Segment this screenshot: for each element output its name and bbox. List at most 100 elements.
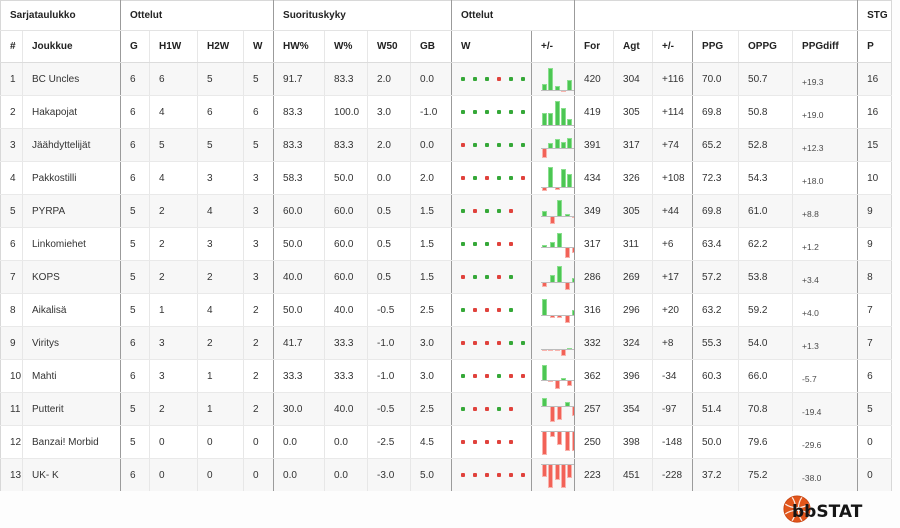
w-pct-cell: 60.0 (324, 227, 368, 261)
rank-cell: 10 (0, 359, 23, 393)
loss-dot-icon (509, 407, 514, 411)
oppg-cell: 79.6 (738, 425, 793, 459)
win-dot-icon (485, 110, 490, 114)
games-cell: 5 (120, 227, 150, 261)
win-dot-icon (461, 242, 466, 246)
margin-bar-negative (548, 348, 554, 351)
plusminus-sparkline (541, 330, 575, 359)
hw-pct-cell: 60.0 (273, 194, 325, 228)
h1w-cell: 2 (149, 260, 198, 294)
ppgdiff-cell: +4.0 (792, 293, 858, 327)
gb-cell: -1.0 (410, 95, 452, 129)
ppg-cell: 63.4 (692, 227, 739, 261)
margin-bar-negative (555, 186, 561, 190)
oppg-cell: 62.2 (738, 227, 793, 261)
loss-dot-icon (473, 407, 478, 411)
w-pct-cell: 33.3 (324, 359, 368, 393)
oppg-cell: 50.8 (738, 95, 793, 129)
sparkline-baseline (541, 463, 575, 465)
plusminus-sparkline (541, 99, 575, 128)
sparkline-baseline (541, 186, 575, 188)
ppgdiff-cell: +12.3 (792, 128, 858, 162)
margin-bar-negative (542, 463, 548, 477)
plusminus-cell: -228 (652, 458, 693, 492)
form-dots (461, 261, 531, 293)
agt-cell: 396 (613, 359, 653, 393)
games-cell: 5 (120, 392, 150, 426)
loss-dot-icon (461, 176, 466, 180)
sparkline-baseline (541, 348, 575, 350)
games-cell: 6 (120, 128, 150, 162)
ppg-cell: 65.2 (692, 128, 739, 162)
margin-bar-positive (542, 112, 548, 125)
w-pct-cell: 0.0 (324, 425, 368, 459)
w-pct-cell: 83.3 (324, 62, 368, 96)
ppgdiff-cell: +8.8 (792, 194, 858, 228)
wins-cell: 3 (242, 260, 274, 294)
team-cell: Banzai! Morbid (22, 425, 121, 459)
win-dot-icon (497, 143, 502, 147)
bbstat-logo: bbSTAT (783, 493, 888, 527)
agt-cell: 317 (613, 128, 653, 162)
h2w-cell: 4 (197, 293, 244, 327)
margin-bar-negative (572, 246, 575, 253)
group-ottelut-1: Ottelut (119, 0, 274, 31)
for-cell: 420 (574, 62, 614, 96)
team-cell: Jäähdyttelijät (22, 128, 121, 162)
margin-bar-negative (561, 89, 567, 92)
loss-dot-icon (509, 473, 514, 477)
win-dot-icon (485, 275, 490, 279)
page-footer: bbSTAT (0, 491, 900, 528)
points-cell: 16 (857, 62, 892, 96)
ppg-cell: 72.3 (692, 161, 739, 195)
margin-bar-positive (561, 141, 567, 148)
w-pct-cell: 100.0 (324, 95, 368, 129)
plusminus-spark-cell (531, 326, 575, 360)
col-header-joukkue: Joukkue (22, 30, 121, 63)
ppg-cell: 70.0 (692, 62, 739, 96)
col-header-ppgdiff: PPGdiff (792, 30, 858, 63)
plusminus-sparkline (541, 132, 575, 161)
games-cell: 5 (120, 260, 150, 294)
standings-table: Sarjataulukko Ottelut Suorituskyky Ottel… (0, 0, 893, 492)
points-cell: 0 (857, 425, 892, 459)
w-pct-cell: 50.0 (324, 161, 368, 195)
hw-pct-cell: 50.0 (273, 293, 325, 327)
team-cell: Hakapojat (22, 95, 121, 129)
team-cell: Linkomiehet (22, 227, 121, 261)
win-dot-icon (461, 308, 466, 312)
loss-dot-icon (497, 77, 502, 81)
h2w-cell: 2 (197, 326, 244, 360)
wins-cell: 3 (242, 161, 274, 195)
plusminus-sparkline (541, 462, 575, 491)
ppgdiff-cell: +1.2 (792, 227, 858, 261)
wins-cell: 6 (242, 95, 274, 129)
oppg-cell: 61.0 (738, 194, 793, 228)
loss-dot-icon (509, 374, 514, 378)
wins-cell: 0 (242, 458, 274, 492)
wins-cell: 2 (242, 326, 274, 360)
h1w-cell: 6 (149, 62, 198, 96)
ppgdiff-cell: +18.0 (792, 161, 858, 195)
sparkline-baseline (541, 405, 575, 407)
ppgdiff-cell: +19.0 (792, 95, 858, 129)
rank-cell: 5 (0, 194, 23, 228)
hw-pct-cell: 83.3 (273, 95, 325, 129)
gb-cell: 1.5 (410, 194, 452, 228)
plusminus-spark-cell (531, 293, 575, 327)
w50-cell: 3.0 (367, 95, 411, 129)
form-dots (461, 459, 531, 491)
loss-dot-icon (485, 374, 490, 378)
h2w-cell: 5 (197, 62, 244, 96)
agt-cell: 398 (613, 425, 653, 459)
plusminus-sparkline (541, 396, 575, 425)
form-dots (461, 63, 531, 95)
margin-bar-positive (561, 168, 567, 187)
margin-bar-positive (567, 173, 573, 187)
w50-cell: -1.0 (367, 359, 411, 393)
loss-dot-icon (497, 275, 502, 279)
plusminus-spark-cell (531, 227, 575, 261)
h2w-cell: 3 (197, 161, 244, 195)
margin-bar-negative (567, 379, 573, 386)
